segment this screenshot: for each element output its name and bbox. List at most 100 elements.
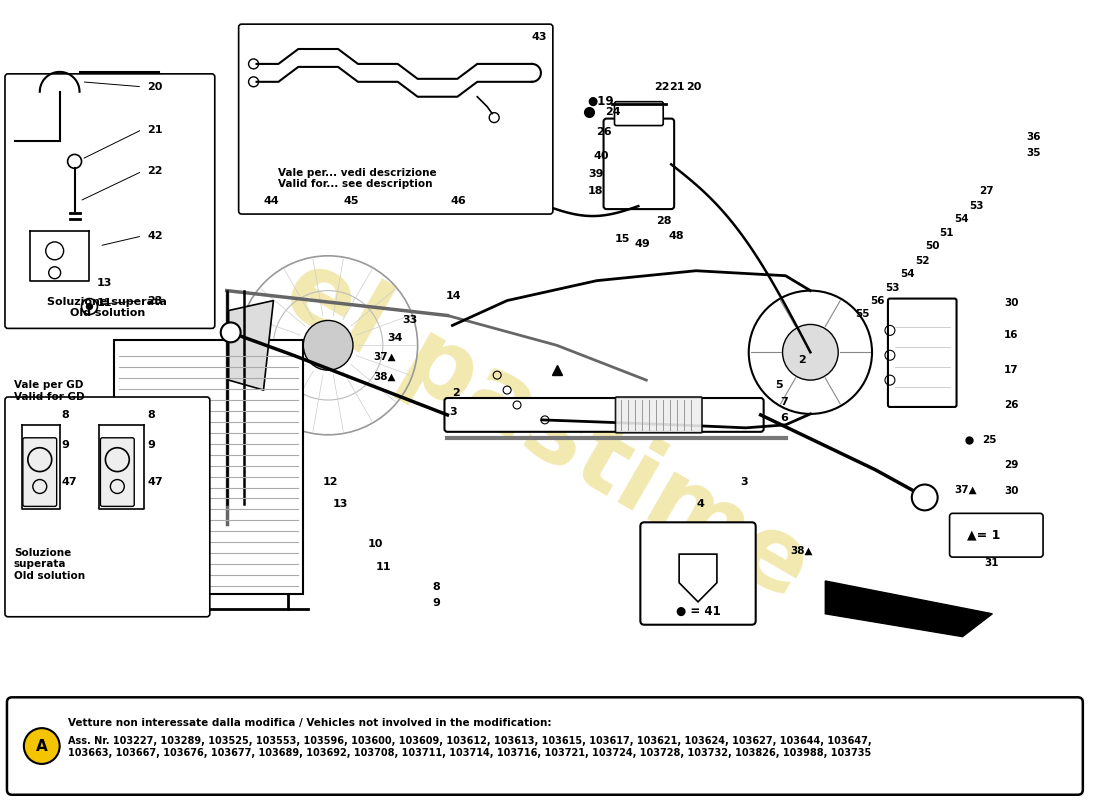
Text: 9: 9	[432, 598, 440, 608]
Text: 25: 25	[982, 434, 997, 445]
Text: 11: 11	[97, 298, 112, 307]
Text: 18: 18	[587, 186, 603, 196]
Text: 36: 36	[1026, 131, 1041, 142]
Text: 20: 20	[147, 82, 163, 92]
Circle shape	[304, 321, 353, 370]
Circle shape	[24, 728, 59, 764]
Text: Ass. Nr. 103227, 103289, 103525, 103553, 103596, 103600, 103609, 103612, 103613,: Ass. Nr. 103227, 103289, 103525, 103553,…	[67, 736, 871, 758]
Text: 11: 11	[376, 562, 392, 572]
Text: 4: 4	[696, 499, 704, 510]
Text: 10: 10	[367, 539, 383, 549]
Text: 17: 17	[1004, 365, 1019, 375]
Text: 12: 12	[323, 477, 339, 486]
Circle shape	[87, 303, 92, 310]
FancyBboxPatch shape	[604, 118, 674, 209]
Text: 16: 16	[1004, 330, 1019, 340]
Circle shape	[782, 325, 838, 380]
Text: Soluzione
superata
Old solution: Soluzione superata Old solution	[14, 548, 85, 581]
Text: 9: 9	[147, 440, 155, 450]
Text: 43: 43	[532, 32, 548, 42]
Text: 24: 24	[605, 106, 621, 117]
Text: 30: 30	[1004, 486, 1019, 497]
Text: 37▲: 37▲	[955, 485, 977, 494]
Text: 6: 6	[781, 413, 789, 423]
Text: 54: 54	[955, 214, 969, 224]
Text: 55: 55	[855, 310, 870, 319]
Text: 3: 3	[450, 407, 458, 417]
Text: 8: 8	[147, 410, 155, 420]
Text: 42: 42	[984, 514, 999, 524]
Text: 39: 39	[588, 170, 604, 179]
Text: 26: 26	[596, 126, 613, 137]
Text: 56: 56	[870, 295, 884, 306]
Text: 47: 47	[147, 477, 163, 486]
Text: 47: 47	[62, 477, 77, 486]
Text: 37▲: 37▲	[373, 352, 396, 362]
Text: ● = 41: ● = 41	[675, 606, 720, 618]
Text: 35: 35	[1026, 149, 1041, 158]
FancyBboxPatch shape	[239, 24, 553, 214]
Text: 49: 49	[635, 239, 650, 249]
Text: 45: 45	[343, 196, 359, 206]
Text: 14: 14	[446, 290, 461, 301]
Text: 31: 31	[984, 558, 999, 568]
Text: 52: 52	[915, 256, 930, 266]
Text: 33: 33	[403, 315, 418, 326]
FancyBboxPatch shape	[6, 74, 214, 329]
Text: 26: 26	[1004, 400, 1019, 410]
FancyBboxPatch shape	[6, 397, 210, 617]
FancyBboxPatch shape	[23, 438, 57, 506]
Text: Vale per... vedi descrizione
Valid for... see description: Vale per... vedi descrizione Valid for..…	[278, 168, 437, 190]
Text: 13: 13	[333, 499, 349, 510]
Text: 23: 23	[147, 295, 163, 306]
Text: 53: 53	[886, 282, 900, 293]
Text: Vale per GD
Valid for GD: Vale per GD Valid for GD	[14, 380, 85, 402]
Text: ▲= 1: ▲= 1	[968, 529, 1001, 542]
Text: 21: 21	[669, 82, 684, 92]
Text: 29: 29	[1004, 460, 1019, 470]
Text: 2: 2	[452, 388, 460, 398]
Text: 44: 44	[264, 196, 279, 206]
Text: 32: 32	[984, 536, 999, 546]
Text: 53: 53	[969, 201, 984, 211]
Polygon shape	[679, 554, 717, 602]
Text: ●19: ●19	[587, 95, 614, 108]
Text: 42: 42	[147, 231, 163, 241]
Polygon shape	[229, 301, 274, 390]
Bar	[114, 340, 304, 594]
Text: 20: 20	[686, 82, 702, 92]
Text: 40: 40	[594, 151, 609, 162]
Text: 22: 22	[654, 82, 670, 92]
Circle shape	[221, 322, 241, 342]
FancyBboxPatch shape	[888, 298, 957, 407]
Text: 34: 34	[388, 334, 404, 343]
Text: Vetture non interessate dalla modifica / Vehicles not involved in the modificati: Vetture non interessate dalla modifica /…	[67, 718, 551, 728]
Text: 7: 7	[781, 397, 789, 407]
Text: 9: 9	[62, 440, 69, 450]
Text: 3: 3	[740, 477, 748, 486]
Text: 28: 28	[657, 216, 672, 226]
Text: Soluzione superata
Old solution: Soluzione superata Old solution	[47, 297, 167, 318]
Text: 15: 15	[615, 234, 630, 244]
Text: 38▲: 38▲	[791, 546, 813, 556]
Circle shape	[912, 485, 937, 510]
Text: 21: 21	[147, 125, 163, 134]
Text: 5: 5	[776, 380, 783, 390]
Text: 30: 30	[1004, 298, 1019, 307]
FancyBboxPatch shape	[949, 514, 1043, 557]
FancyBboxPatch shape	[640, 522, 756, 625]
Text: 38▲: 38▲	[373, 372, 395, 382]
FancyBboxPatch shape	[100, 438, 134, 506]
Text: 8: 8	[432, 582, 440, 592]
Text: 22: 22	[147, 166, 163, 176]
Text: 8: 8	[62, 410, 69, 420]
FancyBboxPatch shape	[615, 102, 663, 126]
Text: 13: 13	[97, 278, 112, 288]
Text: el pastime: el pastime	[267, 240, 826, 619]
FancyBboxPatch shape	[7, 698, 1082, 794]
Text: 50: 50	[925, 241, 939, 251]
Text: A: A	[36, 738, 47, 754]
FancyBboxPatch shape	[616, 397, 702, 433]
FancyBboxPatch shape	[444, 398, 763, 432]
Text: 46: 46	[450, 196, 466, 206]
